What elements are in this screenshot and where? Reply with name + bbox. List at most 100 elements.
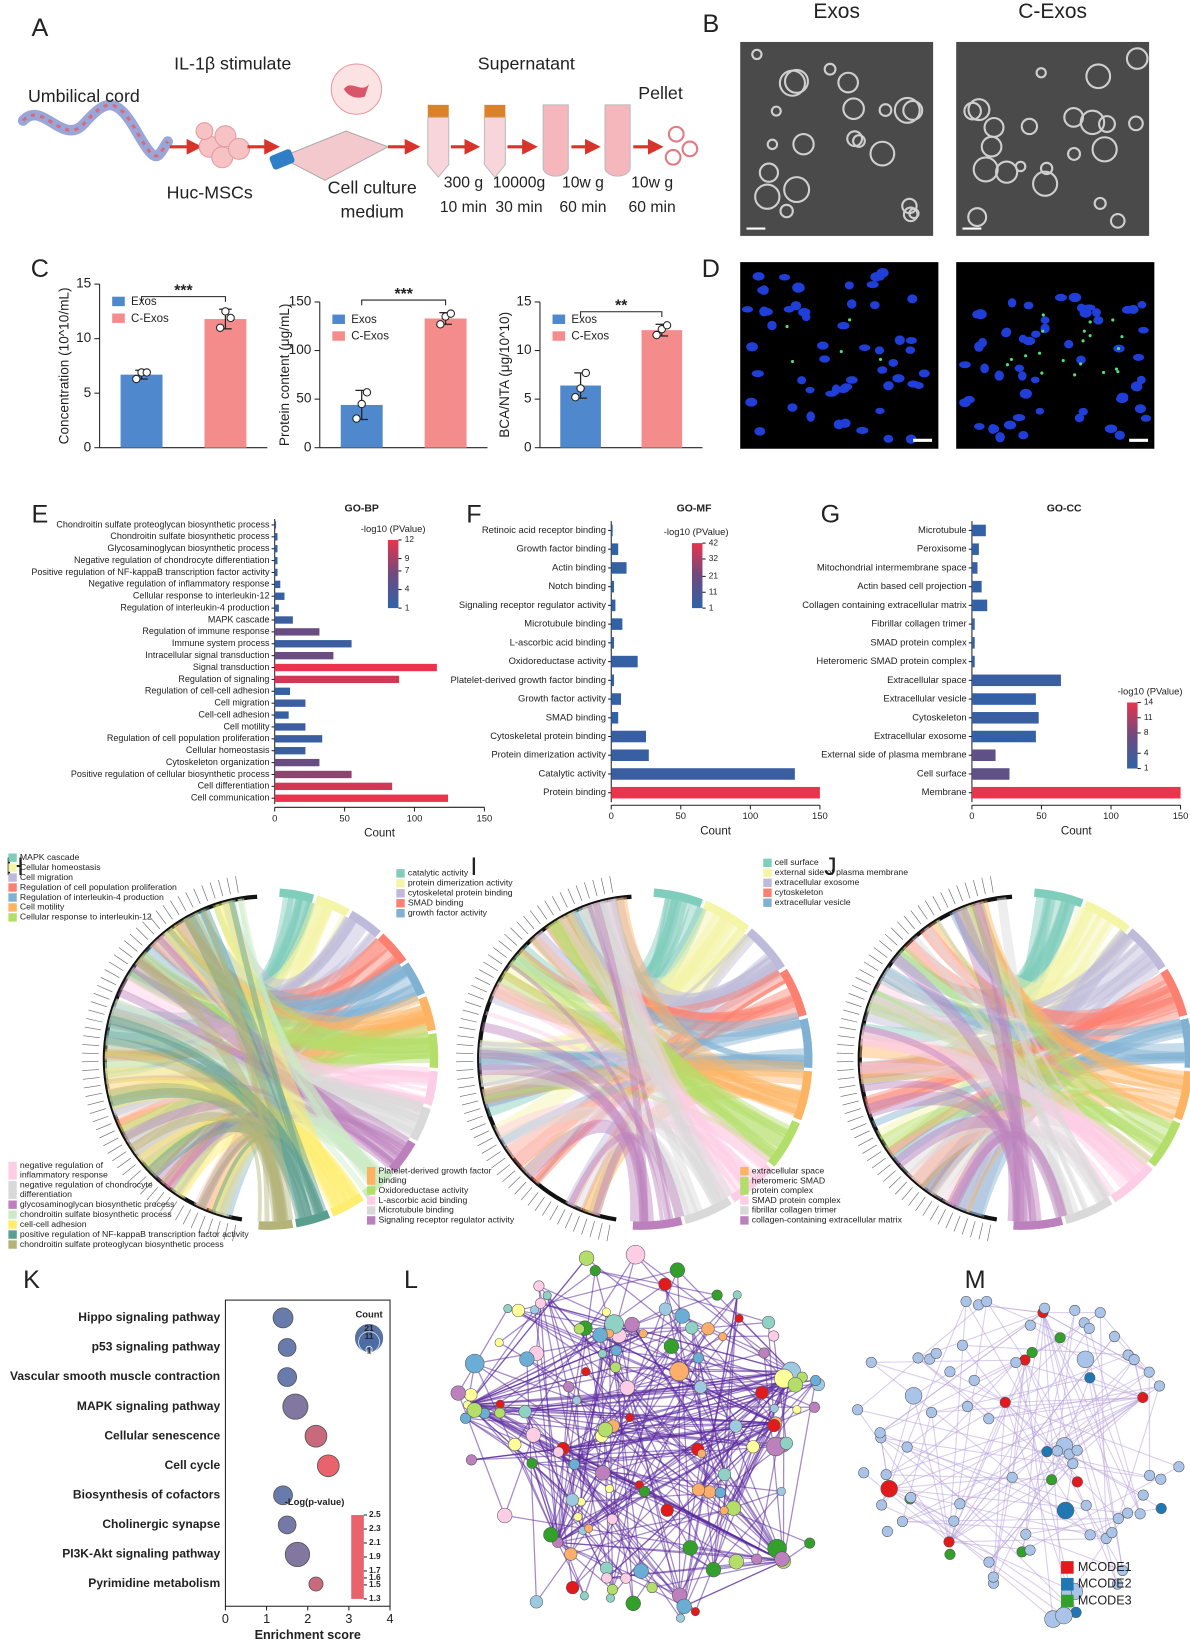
nucleus [870,301,880,310]
panel-letter: A [31,14,48,42]
panel-letter: J [824,853,837,881]
chord [520,906,706,1000]
y-tick-label: SMAD binding [546,711,606,722]
nucleus [1018,334,1028,343]
network-edge [880,1437,1161,1480]
nucleus [1114,430,1125,440]
chord [212,1119,385,1217]
gene-tick [87,1100,104,1106]
chord [532,996,794,1184]
vesicle [995,160,1019,184]
network-node [565,1493,579,1507]
vesicle [792,133,815,156]
gene-tick [544,900,554,916]
legend-swatch [1061,1594,1074,1608]
chord [494,1097,769,1169]
gene-tick [209,882,216,899]
network-node [533,1280,545,1292]
workflow-label: Supernatant [478,54,575,74]
network-node [697,1449,707,1459]
network-edge [716,1294,792,1372]
chord [860,1025,1140,1181]
chord [587,935,755,1216]
network-node [669,1361,689,1382]
data-point [446,309,456,318]
spin-label: 30 min [495,199,542,216]
gene-arc [102,894,258,1222]
network-edge [557,1417,631,1543]
network-node [808,1401,820,1413]
gene-tick [908,1192,920,1206]
significance-bracket [141,296,226,302]
chord [571,979,786,1208]
gene-tick [937,1209,946,1225]
x-tick-label: 100 [407,812,423,823]
network-node [905,1492,917,1504]
chord [163,927,420,1022]
term-arc [1013,1216,1064,1230]
network-node [1010,1357,1022,1369]
x-tick-label: 4 [387,1612,394,1626]
gene-tick [223,1223,229,1240]
network-edge [948,1479,1052,1543]
chord [606,898,751,1186]
nucleus [866,281,879,289]
network-node [563,1381,575,1393]
network-edge [585,1371,783,1560]
y-tick-label: Hippo signaling pathway [78,1310,220,1324]
chord [613,898,669,981]
chord [228,899,320,1215]
network-edge [626,1345,672,1389]
gene-tick [520,1187,533,1201]
bar [611,599,616,612]
chord [859,942,1148,1079]
y-tick-label: Retinoic acid receptor binding [482,524,606,535]
chord [969,1018,1183,1218]
network-node [792,1405,802,1415]
chord [585,899,682,986]
y-tick-label: p53 signaling pathway [92,1340,221,1354]
bar [274,545,278,553]
chord [921,1023,1184,1196]
gene-tick [470,1123,486,1131]
network-edge [1068,1453,1144,1496]
chord [977,901,1183,1091]
nucleus [1074,413,1085,423]
gene-tick [510,927,523,940]
network-node [597,1422,614,1438]
nucleus [833,419,845,430]
chord [860,1034,1182,1096]
gene-tick [467,993,484,1000]
vesicle [972,156,999,183]
chord [134,955,286,1222]
chord [146,1118,312,1219]
data-point [571,392,580,402]
legend-swatch [112,313,125,323]
x-axis-label: Enrichment score [255,1628,361,1642]
network-edge [931,1377,1090,1413]
gene-tick [182,1209,192,1225]
chord [955,960,1160,1213]
chord [493,908,718,1140]
vesicle [1014,160,1027,173]
legend-swatch [1061,1577,1074,1591]
vesicle [1032,170,1059,197]
nucleus [959,398,971,408]
x-tick-label: 2 [304,1612,311,1626]
chord [140,1005,426,1175]
chord [949,910,1185,1060]
nucleus [974,309,987,320]
network-edge [514,1254,637,1445]
y-tick-label: Extracellular vesicle [883,693,966,704]
chord [182,916,379,998]
y-tick-label: Negative regulation of chondrocyte diffe… [74,555,269,565]
gene-tick [894,1181,907,1195]
nucleus [1092,308,1101,317]
y-tick-label: Extracellular space [887,674,967,685]
nucleus [883,381,894,391]
network-node [1144,1470,1156,1482]
term-arc [1064,1196,1113,1225]
gene-tick [855,977,871,985]
chord [525,928,745,1178]
legend-swatch [366,1196,376,1205]
